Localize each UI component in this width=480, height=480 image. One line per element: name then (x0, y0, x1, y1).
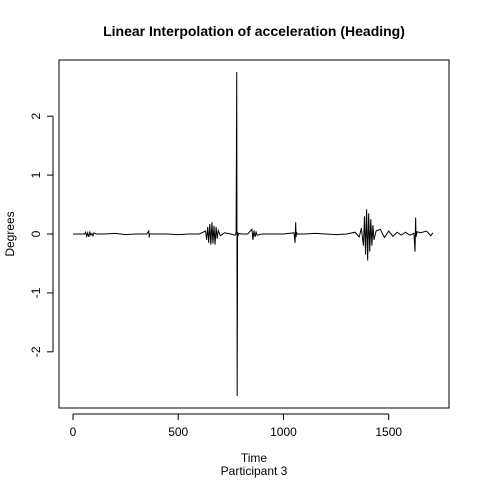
chart-subtitle: Participant 3 (221, 464, 288, 478)
y-tick-label: 1 (29, 171, 43, 178)
y-axis: -2 -1 0 1 2 (29, 113, 54, 357)
y-tick-label: 0 (29, 230, 43, 237)
x-tick-label: 1000 (270, 425, 297, 439)
y-tick-label: 2 (29, 113, 43, 120)
x-tick-label: 500 (168, 425, 188, 439)
series-group (73, 71, 434, 397)
series-line (73, 71, 434, 397)
plot-box (58, 59, 450, 409)
x-axis-label: Time (241, 451, 268, 465)
x-axis: 0 500 1000 1500 (70, 413, 402, 439)
x-tick-label: 1500 (375, 425, 402, 439)
chart-title: Linear Interpolation of acceleration (He… (103, 23, 405, 39)
x-tick-label: 0 (70, 425, 77, 439)
y-axis-label: Degrees (3, 211, 17, 256)
y-tick-label: -2 (29, 346, 43, 357)
y-tick-label: -1 (29, 287, 43, 298)
